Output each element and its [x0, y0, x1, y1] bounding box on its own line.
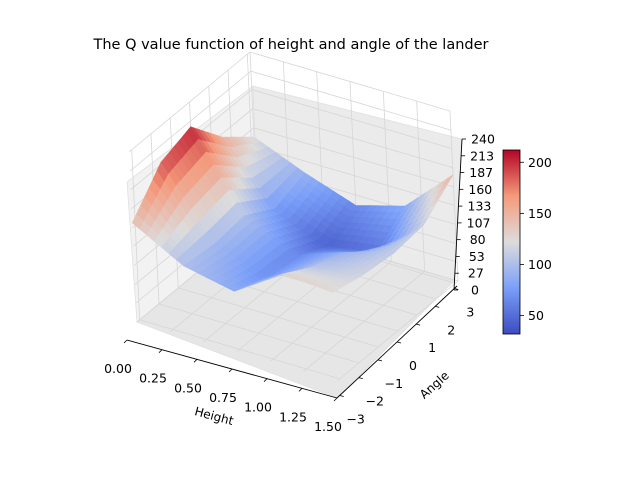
y-tick-label: −1 — [385, 376, 403, 391]
y-tick-mark — [454, 288, 458, 289]
y-tick-mark — [359, 378, 363, 379]
x-tick-label: 1.00 — [244, 400, 272, 415]
x-tick-mark — [229, 369, 232, 372]
x-tick-label: 0.00 — [104, 361, 132, 376]
y-tick-label: 1 — [428, 340, 436, 355]
y-tick-mark — [435, 306, 439, 307]
z-tick-label: 240 — [471, 132, 495, 147]
y-tick-label: 2 — [447, 322, 455, 337]
z-tick-label: 53 — [469, 249, 485, 264]
x-tick-label: 0.50 — [174, 380, 202, 395]
x-tick-label: 1.25 — [279, 409, 307, 424]
colorbar-gradient — [503, 150, 520, 334]
z-tick-label: 0 — [471, 283, 479, 298]
z-tick-label: 80 — [470, 232, 486, 247]
z-tick-label: 187 — [469, 165, 493, 180]
y-tick-mark — [416, 324, 420, 325]
y-axis-label: Angle — [417, 368, 452, 401]
x-tick-mark — [264, 379, 267, 382]
colorbar: 50 100 150 200 — [503, 150, 552, 334]
x-tick-mark — [334, 398, 337, 401]
y-tick-label: −3 — [346, 412, 364, 427]
x-tick-mark — [194, 359, 197, 362]
colorbar-tick-label: 200 — [528, 155, 552, 170]
y-tick-label: −2 — [366, 394, 384, 409]
x-tick-mark — [124, 340, 127, 343]
x-tick-mark — [159, 350, 162, 353]
x-tick-mark — [299, 388, 302, 391]
colorbar-tick-label: 150 — [528, 206, 552, 221]
x-tick-label: 0.25 — [139, 371, 167, 386]
x-tick-label: 0.75 — [209, 390, 237, 405]
x-axis-label: Height — [193, 404, 235, 428]
colorbar-tick-label: 100 — [528, 257, 552, 272]
y-tick-mark — [378, 360, 382, 361]
z-tick-label: 107 — [467, 215, 491, 230]
z-tick-label: 133 — [468, 199, 492, 214]
y-tick-mark — [340, 396, 344, 397]
colorbar-tick-label: 50 — [528, 308, 544, 323]
y-tick-label: 0 — [409, 358, 417, 373]
z-tick-label: 160 — [468, 182, 492, 197]
y-tick-mark — [397, 342, 401, 343]
z-tick-label: 27 — [468, 266, 484, 281]
x-tick-label: 1.50 — [314, 419, 342, 434]
z-tick-label: 213 — [470, 148, 494, 163]
colorbar-ticks: 50 100 150 200 — [520, 155, 552, 323]
chart-title: The Q value function of height and angle… — [93, 37, 489, 53]
y-tick-label: 3 — [466, 304, 474, 319]
